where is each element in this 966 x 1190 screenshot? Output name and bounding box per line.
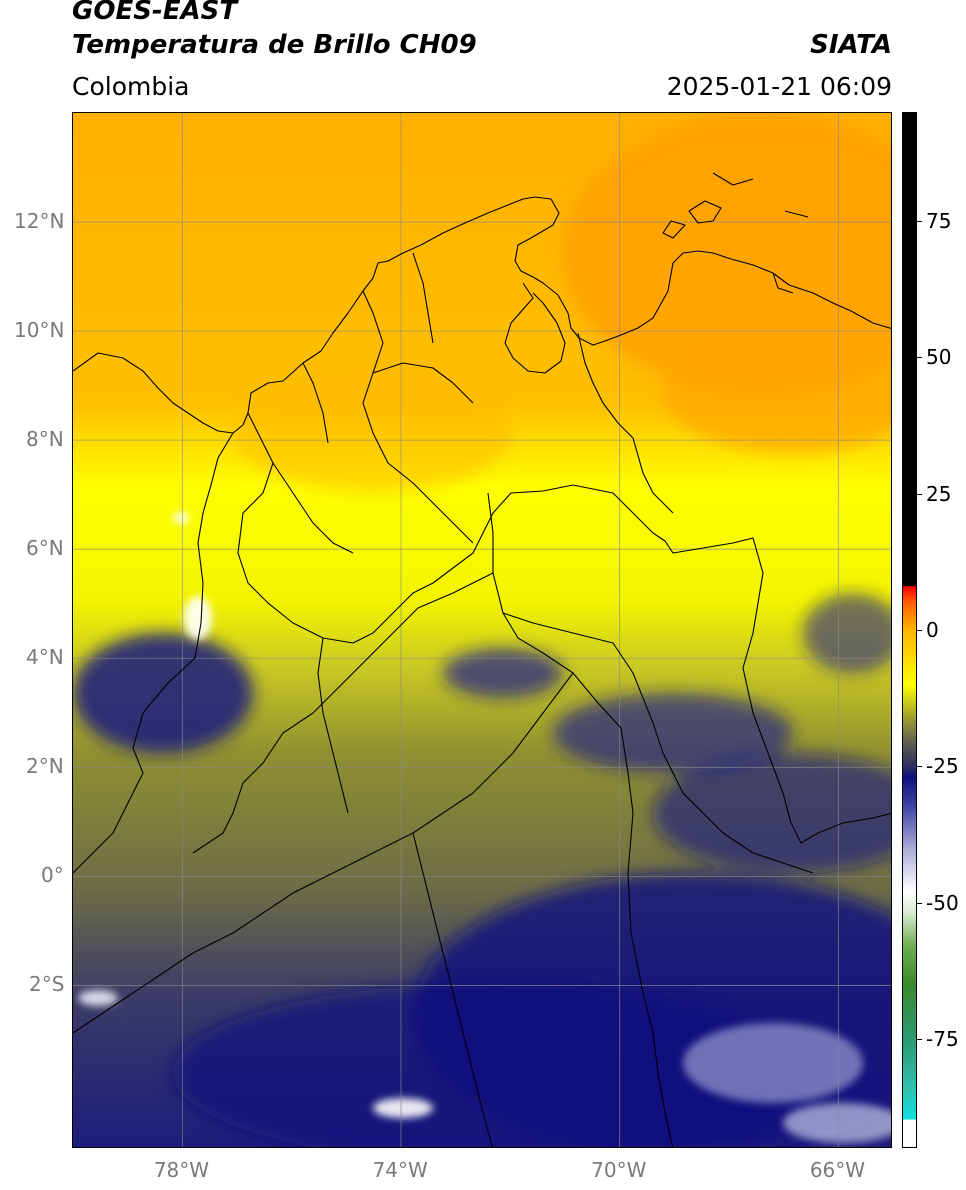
colorbar-tick-label: 0 — [926, 618, 939, 642]
region-label: Colombia — [72, 72, 190, 101]
datetime-label: 2025-01-21 06:09 — [666, 72, 892, 101]
graticule — [73, 113, 891, 1147]
colorbar-tick — [917, 1038, 922, 1040]
satellite-map — [72, 112, 892, 1148]
latitude-tick-label: 10°N — [14, 318, 65, 343]
map-canvas — [73, 113, 891, 1147]
white-cloud-patches — [78, 512, 891, 1143]
longitude-tick-label: 78°W — [153, 1158, 210, 1182]
latitude-tick-label: 12°N — [14, 209, 65, 234]
org-label: SIATA — [810, 30, 892, 60]
colorbar-tick-label: 25 — [926, 481, 952, 506]
longitude-tick-label: 74°W — [372, 1158, 428, 1182]
colorbar-tick-label: -75 — [926, 1026, 959, 1051]
colorbar — [902, 112, 917, 1148]
colorbar-tick-label: 50 — [926, 345, 952, 370]
latitude-tick-label: 2°N — [26, 754, 64, 779]
satellite-title: GOES-EAST — [72, 0, 238, 26]
colorbar-tick — [917, 221, 922, 223]
colorbar-tick — [917, 630, 922, 631]
latitude-tick-label: 6°N — [26, 536, 64, 561]
latitude-tick-label: 8°N — [26, 427, 64, 452]
colorbar-tick — [917, 902, 922, 904]
colorbar-tick-label: -50 — [926, 890, 959, 915]
cold-cloud-tops — [73, 593, 891, 1147]
coastlines-and-borders — [73, 172, 891, 1147]
latitude-tick-label: 2°S — [29, 972, 65, 997]
longitude-tick-label: 66°W — [809, 1158, 866, 1182]
colorbar-tick — [917, 493, 922, 495]
product-title: Temperatura de Brillo CH09 — [72, 30, 477, 60]
colorbar-tick-label: 75 — [926, 209, 952, 234]
colorbar-tick-label: -25 — [926, 754, 959, 779]
colorbar-tick — [917, 357, 922, 359]
latitude-tick-label: 0° — [41, 863, 64, 888]
longitude-tick-label: 70°W — [591, 1158, 647, 1182]
colorbar-tick — [917, 766, 922, 768]
latitude-tick-label: 4°N — [26, 645, 64, 670]
